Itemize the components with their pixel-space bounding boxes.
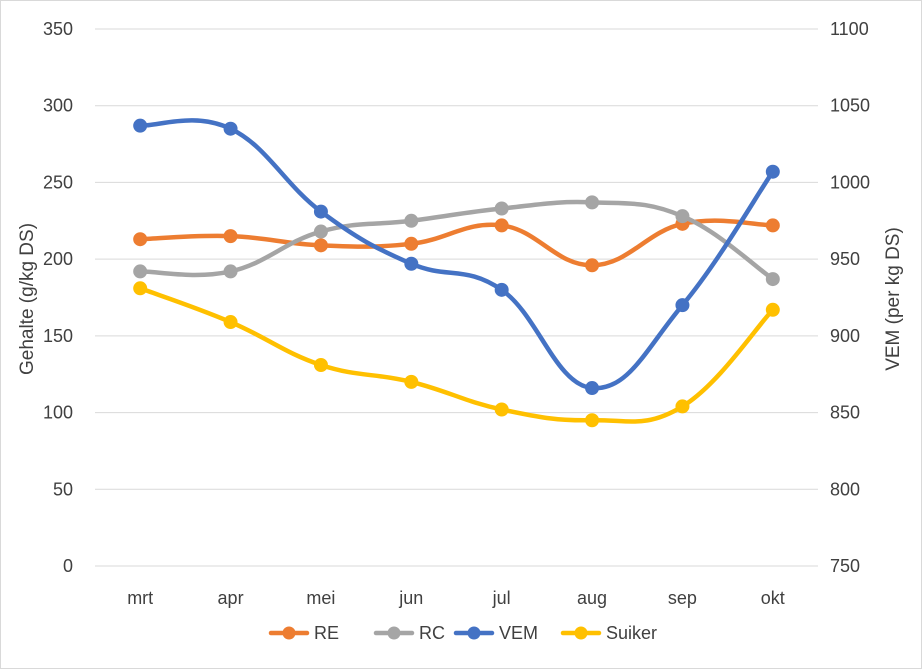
y-right-tick-label: 1050 xyxy=(830,96,870,116)
data-point-suiker xyxy=(675,399,690,414)
series-suiker xyxy=(133,281,780,428)
data-point-suiker xyxy=(313,358,328,373)
y-left-tick-label: 250 xyxy=(43,172,73,192)
legend-swatch-marker xyxy=(282,626,296,640)
series-line-re xyxy=(137,218,776,268)
series-vem xyxy=(133,118,780,396)
x-axis-ticks: mrt apr mei jun jul aug sep okt xyxy=(127,588,785,608)
legend-item-suiker: Suiker xyxy=(560,623,657,643)
data-point-vem xyxy=(313,204,328,219)
legend-label: VEM xyxy=(499,623,538,643)
y-right-tick-label: 850 xyxy=(830,403,860,423)
x-tick-label: apr xyxy=(218,588,244,608)
data-point-suiker xyxy=(404,374,419,389)
legend-swatch-marker xyxy=(467,626,481,640)
y-axis-left-title: Gehalte (g/kg DS) xyxy=(17,223,38,375)
legend-swatch-marker xyxy=(574,626,588,640)
data-point-rc xyxy=(313,224,328,239)
legend-item-re: RE xyxy=(268,623,339,643)
legend-label: RE xyxy=(314,623,339,643)
data-point-suiker xyxy=(765,302,780,317)
data-point-vem xyxy=(404,256,419,271)
data-point-suiker xyxy=(223,315,238,330)
data-point-rc xyxy=(585,195,600,210)
legend-label: RC xyxy=(419,623,445,643)
y-left-tick-label: 350 xyxy=(43,19,73,39)
gridlines xyxy=(95,28,818,567)
y-right-tick-label: 900 xyxy=(830,326,860,346)
y-right-tick-label: 750 xyxy=(830,556,860,576)
y-right-tick-label: 1100 xyxy=(830,19,869,39)
series-rc xyxy=(133,195,780,287)
data-point-re xyxy=(223,229,238,244)
data-point-vem xyxy=(585,381,600,396)
data-point-re xyxy=(585,258,600,273)
legend-label: Suiker xyxy=(606,623,657,643)
y-right-tick-label: 950 xyxy=(830,249,860,269)
data-point-re xyxy=(765,218,780,233)
data-point-rc xyxy=(133,264,148,279)
y-right-tick-label: 800 xyxy=(830,479,860,499)
y-left-tick-label: 200 xyxy=(43,249,73,269)
x-tick-label: jul xyxy=(492,588,511,608)
y-left-tick-label: 50 xyxy=(53,479,73,499)
legend: RE RC VEM Suiker xyxy=(268,623,657,643)
data-point-vem xyxy=(765,164,780,179)
data-point-re xyxy=(404,236,419,251)
series-re xyxy=(133,216,780,273)
data-point-suiker xyxy=(585,413,600,428)
data-point-rc xyxy=(404,213,419,228)
x-tick-label: sep xyxy=(668,588,697,608)
y-axis-right-ticks: 750 800 850 900 950 1000 1050 1100 xyxy=(830,19,870,576)
x-tick-label: aug xyxy=(577,588,607,608)
data-point-vem xyxy=(494,282,509,297)
y-left-tick-label: 0 xyxy=(63,556,73,576)
data-point-rc xyxy=(494,201,509,216)
data-point-re xyxy=(494,218,509,233)
data-point-suiker xyxy=(494,402,509,417)
y-right-tick-label: 1000 xyxy=(830,172,870,192)
data-point-rc xyxy=(223,264,238,279)
legend-item-vem: VEM xyxy=(453,623,538,643)
data-point-rc xyxy=(675,209,690,224)
x-tick-label: mei xyxy=(306,588,335,608)
x-tick-label: mrt xyxy=(127,588,153,608)
legend-item-rc: RC xyxy=(373,623,445,643)
data-point-vem xyxy=(133,118,148,133)
data-point-re xyxy=(313,238,328,253)
legend-swatch-marker xyxy=(387,626,401,640)
x-tick-label: okt xyxy=(761,588,785,608)
data-point-vem xyxy=(675,298,690,313)
data-point-suiker xyxy=(133,281,148,296)
y-axis-left-ticks: 0 50 100 150 200 250 300 350 xyxy=(43,19,73,576)
data-point-rc xyxy=(765,272,780,287)
y-left-tick-label: 100 xyxy=(43,403,73,423)
series xyxy=(133,118,780,428)
y-axis-right-title: VEM (per kg DS) xyxy=(883,227,904,371)
y-left-tick-label: 150 xyxy=(43,326,73,346)
data-point-vem xyxy=(223,121,238,136)
x-tick-label: jun xyxy=(398,588,423,608)
data-point-re xyxy=(133,232,148,247)
y-left-tick-label: 300 xyxy=(43,96,73,116)
